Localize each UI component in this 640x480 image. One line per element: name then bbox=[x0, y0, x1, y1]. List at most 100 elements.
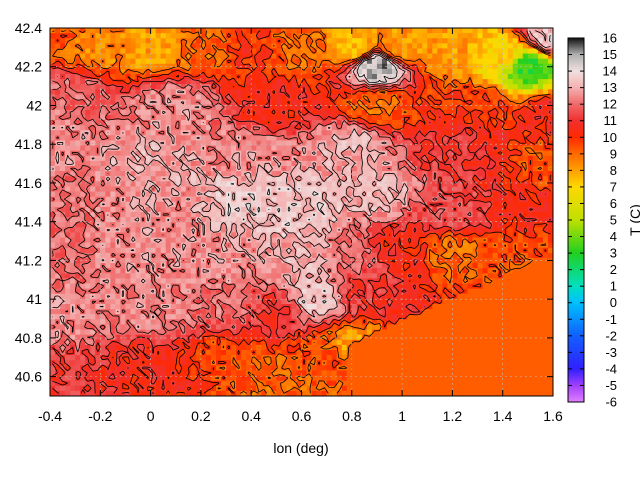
heatmap-cell bbox=[215, 130, 222, 136]
heatmap-cell bbox=[110, 242, 116, 249]
heatmap-cell bbox=[50, 222, 56, 228]
heatmap-cell bbox=[105, 33, 111, 39]
heatmap-cell bbox=[527, 196, 534, 203]
heatmap-cell bbox=[422, 99, 428, 106]
heatmap-cell bbox=[447, 252, 453, 259]
heatmap-cell bbox=[387, 227, 393, 233]
heatmap-cell bbox=[266, 237, 272, 244]
heatmap-cell bbox=[477, 43, 483, 49]
heatmap-cell bbox=[150, 84, 157, 90]
heatmap-cell bbox=[427, 258, 433, 264]
heatmap-cell bbox=[306, 99, 312, 106]
heatmap-cell bbox=[407, 232, 413, 238]
heatmap-cell bbox=[100, 104, 106, 111]
heatmap-cell bbox=[341, 135, 348, 141]
heatmap-cell bbox=[266, 232, 272, 238]
heatmap-cell bbox=[341, 145, 348, 152]
heatmap-cell bbox=[241, 258, 247, 264]
heatmap-cell bbox=[527, 33, 534, 39]
heatmap-cell bbox=[326, 227, 333, 233]
heatmap-cell bbox=[50, 68, 56, 75]
heatmap-cell bbox=[155, 104, 162, 111]
heatmap-cell bbox=[487, 145, 494, 152]
heatmap-cell bbox=[271, 114, 277, 121]
heatmap-cell bbox=[442, 166, 448, 172]
heatmap-cell bbox=[462, 263, 468, 269]
heatmap-cell bbox=[447, 247, 453, 254]
heatmap-cell bbox=[517, 125, 524, 131]
heatmap-cell bbox=[482, 48, 489, 54]
heatmap-cell bbox=[346, 130, 353, 136]
heatmap-cell bbox=[145, 74, 151, 80]
heatmap-cell bbox=[236, 232, 242, 238]
heatmap-cell bbox=[241, 196, 247, 203]
heatmap-cell bbox=[120, 263, 126, 269]
heatmap-cell bbox=[140, 38, 146, 44]
heatmap-cell bbox=[135, 38, 141, 44]
heatmap-cell bbox=[547, 38, 553, 44]
heatmap-cell bbox=[130, 125, 136, 131]
heatmap-cell bbox=[291, 222, 297, 228]
heatmap-cell bbox=[95, 43, 101, 49]
heatmap-cell bbox=[200, 84, 207, 90]
heatmap-cell bbox=[422, 166, 428, 172]
heatmap-cell bbox=[200, 206, 207, 213]
heatmap-cell bbox=[422, 135, 428, 141]
heatmap-cell bbox=[296, 242, 302, 249]
heatmap-cell bbox=[306, 263, 312, 269]
heatmap-cell bbox=[110, 232, 116, 238]
heatmap-cell bbox=[472, 171, 478, 177]
heatmap-cell bbox=[291, 252, 297, 259]
heatmap-cell bbox=[160, 130, 167, 136]
heatmap-cell bbox=[261, 135, 267, 141]
heatmap-cell bbox=[85, 191, 91, 198]
heatmap-cell bbox=[246, 125, 252, 131]
heatmap-cell bbox=[477, 273, 483, 279]
heatmap-cell bbox=[442, 74, 448, 80]
heatmap-cell bbox=[261, 273, 267, 279]
heatmap-cell bbox=[120, 145, 126, 152]
heatmap-cell bbox=[392, 242, 398, 249]
heatmap-cell bbox=[120, 227, 126, 233]
heatmap-cell bbox=[145, 201, 151, 208]
heatmap-cell bbox=[507, 196, 514, 203]
heatmap-cell bbox=[80, 237, 86, 244]
heatmap-cell bbox=[412, 247, 418, 254]
heatmap-cell bbox=[321, 181, 328, 187]
heatmap-cell bbox=[95, 28, 101, 34]
heatmap-cell bbox=[65, 74, 71, 80]
heatmap-cell bbox=[532, 227, 539, 233]
heatmap-cell bbox=[361, 140, 368, 146]
heatmap-cell bbox=[336, 201, 343, 208]
heatmap-cell bbox=[170, 222, 177, 228]
heatmap-cell bbox=[65, 109, 71, 116]
heatmap-cell bbox=[527, 130, 534, 136]
heatmap-cell bbox=[336, 252, 343, 259]
heatmap-cell bbox=[266, 150, 272, 157]
heatmap-cell bbox=[351, 89, 358, 95]
heatmap-cell bbox=[226, 145, 232, 152]
heatmap-cell bbox=[517, 181, 524, 187]
heatmap-cell bbox=[210, 114, 217, 121]
heatmap-cell bbox=[205, 109, 212, 116]
heatmap-cell bbox=[231, 217, 237, 223]
heatmap-cell bbox=[75, 206, 81, 213]
heatmap-cell bbox=[60, 222, 66, 228]
heatmap-cell bbox=[331, 43, 338, 49]
heatmap-cell bbox=[100, 232, 106, 238]
heatmap-cell bbox=[306, 150, 312, 157]
heatmap-cell bbox=[462, 145, 468, 152]
heatmap-cell bbox=[341, 38, 348, 44]
heatmap-cell bbox=[412, 145, 418, 152]
heatmap-cell bbox=[70, 48, 76, 54]
heatmap-cell bbox=[100, 94, 106, 100]
heatmap-cell bbox=[437, 273, 443, 279]
heatmap-cell bbox=[236, 201, 242, 208]
heatmap-cell bbox=[507, 217, 514, 223]
heatmap-cell bbox=[80, 268, 86, 274]
heatmap-cell bbox=[75, 135, 81, 141]
heatmap-cell bbox=[542, 89, 549, 95]
heatmap-cell bbox=[155, 94, 162, 100]
heatmap-cell bbox=[346, 268, 353, 274]
heatmap-cell bbox=[170, 125, 177, 131]
